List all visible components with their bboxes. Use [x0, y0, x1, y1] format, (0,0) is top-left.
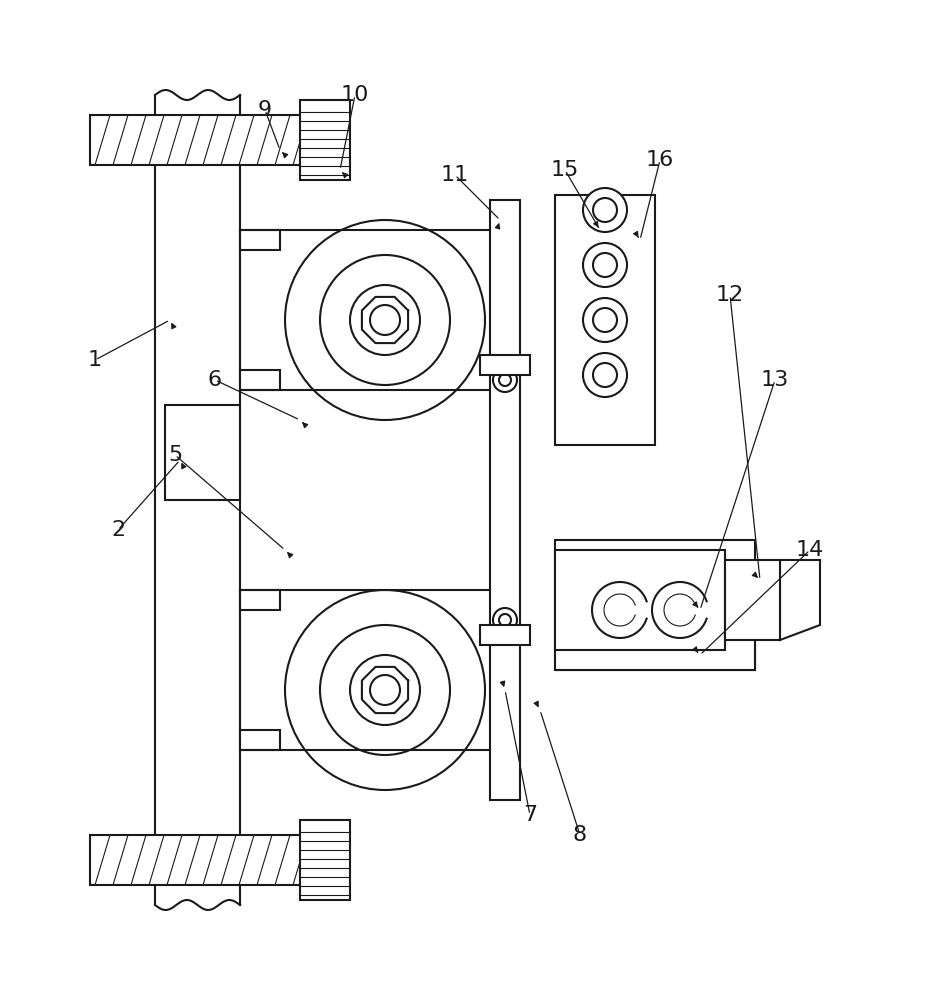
- Circle shape: [593, 363, 616, 387]
- Circle shape: [349, 285, 419, 355]
- Bar: [240, 230, 279, 250]
- Circle shape: [593, 308, 616, 332]
- Circle shape: [493, 368, 516, 392]
- Text: 7: 7: [522, 805, 536, 825]
- Text: 10: 10: [341, 85, 369, 105]
- Text: 15: 15: [550, 160, 579, 180]
- Circle shape: [582, 353, 626, 397]
- Bar: [554, 550, 724, 650]
- Bar: [554, 540, 754, 670]
- Circle shape: [593, 253, 616, 277]
- Text: 14: 14: [795, 540, 823, 560]
- Circle shape: [370, 675, 399, 705]
- Bar: [90, 115, 310, 165]
- Circle shape: [498, 614, 511, 626]
- Text: 9: 9: [258, 100, 272, 120]
- Circle shape: [593, 198, 616, 222]
- Circle shape: [285, 590, 484, 790]
- Text: 11: 11: [441, 165, 468, 185]
- Circle shape: [493, 608, 516, 632]
- Bar: [155, 135, 240, 865]
- Bar: [240, 730, 279, 750]
- Bar: [299, 100, 349, 180]
- Bar: [490, 200, 519, 800]
- Circle shape: [582, 298, 626, 342]
- Circle shape: [320, 625, 449, 755]
- Bar: [480, 625, 530, 645]
- Circle shape: [370, 305, 399, 335]
- Bar: [90, 835, 310, 885]
- Text: 1: 1: [88, 350, 102, 370]
- Bar: [554, 195, 654, 445]
- Bar: [724, 560, 779, 640]
- Text: 5: 5: [168, 445, 182, 465]
- Bar: [240, 370, 279, 390]
- Text: 6: 6: [208, 370, 222, 390]
- Text: 2: 2: [110, 520, 125, 540]
- Text: 16: 16: [645, 150, 673, 170]
- Text: 13: 13: [760, 370, 788, 390]
- Circle shape: [582, 243, 626, 287]
- Text: 8: 8: [572, 825, 586, 845]
- Circle shape: [349, 655, 419, 725]
- Bar: [299, 820, 349, 900]
- Text: 12: 12: [716, 285, 743, 305]
- Circle shape: [320, 255, 449, 385]
- Bar: [165, 405, 240, 500]
- Circle shape: [498, 374, 511, 386]
- Circle shape: [582, 188, 626, 232]
- Circle shape: [285, 220, 484, 420]
- Bar: [480, 355, 530, 375]
- Bar: [240, 590, 279, 610]
